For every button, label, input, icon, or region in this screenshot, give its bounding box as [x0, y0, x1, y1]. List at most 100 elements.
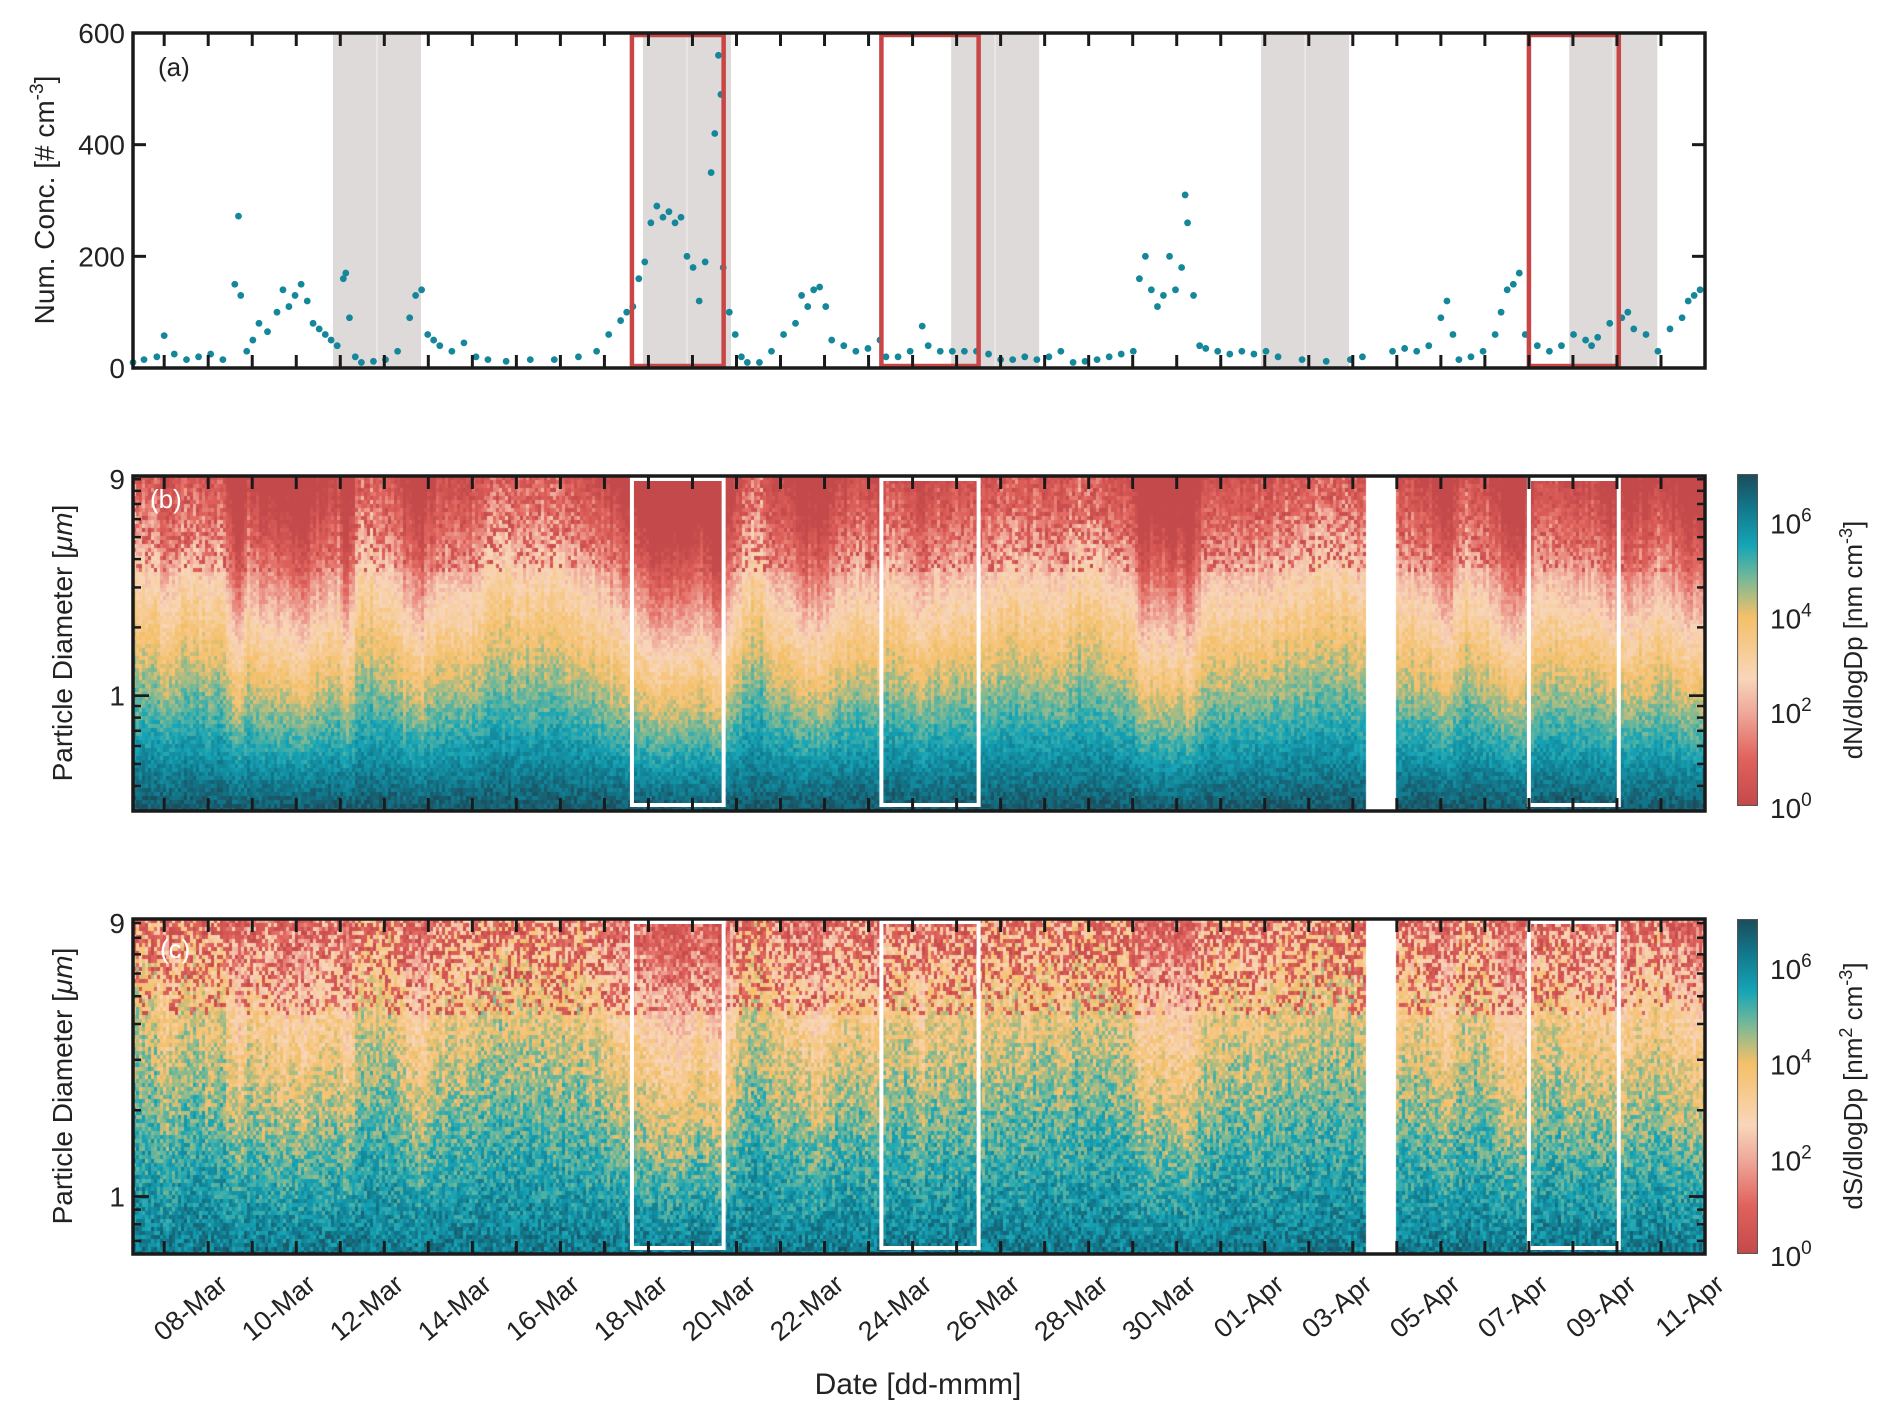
x-tick-label: 01-Apr — [1208, 1269, 1289, 1344]
data-point — [743, 359, 751, 366]
data-point — [1093, 356, 1101, 364]
data-point — [195, 353, 202, 361]
data-point — [1045, 353, 1053, 361]
data-point — [1160, 292, 1167, 299]
data-point — [550, 356, 558, 364]
data-point — [303, 297, 311, 305]
data-point — [1147, 286, 1155, 294]
data-point — [906, 347, 914, 355]
data-point — [1491, 331, 1499, 338]
data-point — [1678, 314, 1686, 322]
x-tick-label: 08-Mar — [148, 1269, 233, 1347]
data-point — [1425, 342, 1433, 350]
data-point — [1181, 191, 1189, 199]
data-point — [243, 347, 251, 355]
data-point — [333, 342, 341, 350]
data-point — [1479, 347, 1487, 355]
data-point — [1196, 342, 1204, 350]
data-point — [418, 286, 425, 294]
data-point — [249, 336, 257, 344]
data-point — [1322, 357, 1330, 365]
data-point — [1630, 325, 1638, 333]
data-point — [342, 269, 350, 277]
data-point — [1172, 286, 1179, 294]
colorbar-label-c: dS/dlogDp [nm2 cm-3] — [1836, 962, 1868, 1209]
data-point — [725, 308, 733, 316]
data-point — [701, 258, 709, 266]
data-point — [1274, 353, 1282, 361]
x-tick-label: 18-Mar — [588, 1269, 673, 1347]
data-point — [647, 219, 655, 227]
data-point — [237, 292, 245, 299]
colorbar-tick-label: 102 — [1770, 695, 1812, 729]
data-point — [1166, 252, 1173, 260]
highlight-box — [1526, 920, 1621, 1250]
data-point — [810, 286, 818, 294]
data-point — [1154, 303, 1161, 310]
highlight-box — [1526, 477, 1621, 807]
data-point — [924, 342, 932, 350]
colorbar-b — [1737, 474, 1758, 806]
data-point — [623, 308, 631, 316]
panel-label-c: (c) — [160, 934, 190, 964]
data-point — [1389, 347, 1396, 355]
data-point — [183, 356, 190, 364]
data-point — [1129, 347, 1137, 355]
panel-label-a: (a) — [158, 52, 190, 82]
data-point — [1021, 353, 1029, 361]
data-point — [665, 208, 673, 216]
data-point — [864, 345, 872, 352]
y-axis-label-a: Num. Conc. [# cm-3] — [27, 76, 60, 325]
highlight-box — [629, 32, 726, 369]
data-point — [617, 317, 625, 324]
panel-b-frame — [131, 474, 1707, 813]
colorbar-tick-label: 106 — [1770, 505, 1812, 539]
data-point — [828, 336, 836, 344]
data-point — [309, 319, 317, 327]
x-tick-label: 05-Apr — [1384, 1269, 1465, 1344]
data-point — [346, 314, 353, 322]
data-point — [255, 319, 263, 327]
data-point — [279, 286, 287, 294]
data-point — [321, 331, 329, 338]
data-point — [1455, 356, 1463, 364]
panel-label-b: (b) — [150, 484, 182, 514]
data-point — [918, 322, 926, 330]
y-tick-label: 9 — [109, 464, 125, 495]
colorbar-tick-label: 104 — [1770, 1047, 1812, 1081]
data-point — [1413, 347, 1421, 355]
data-point — [1214, 347, 1222, 355]
data-point — [1594, 333, 1602, 341]
data-point — [1684, 297, 1692, 305]
data-point — [593, 347, 601, 355]
data-point — [1515, 269, 1523, 277]
data-point — [1624, 308, 1632, 316]
data-point — [1509, 280, 1517, 288]
highlight-box — [629, 477, 726, 807]
data-point — [1190, 292, 1197, 299]
data-point — [430, 336, 438, 344]
data-point — [1582, 336, 1590, 344]
x-tick-label: 30-Mar — [1117, 1269, 1202, 1347]
data-point — [1642, 331, 1650, 338]
data-point — [780, 331, 787, 338]
data-point — [1250, 350, 1258, 358]
data-point — [285, 303, 293, 310]
highlight-box — [879, 477, 981, 807]
data-point — [1558, 342, 1565, 350]
highlight-box — [879, 920, 981, 1250]
data-point — [822, 303, 830, 310]
data-point — [1178, 264, 1186, 271]
highlight-box — [879, 32, 981, 369]
data-point — [1606, 319, 1614, 327]
data-point — [436, 342, 444, 350]
data-point — [1226, 350, 1234, 358]
data-point — [351, 353, 359, 361]
data-point — [1497, 308, 1505, 316]
data-point — [1069, 359, 1077, 366]
colorbar-tick-label: 104 — [1770, 600, 1812, 634]
data-point — [1654, 347, 1662, 355]
y-axis-label-b: Particle Diameter [μm] — [47, 505, 78, 782]
